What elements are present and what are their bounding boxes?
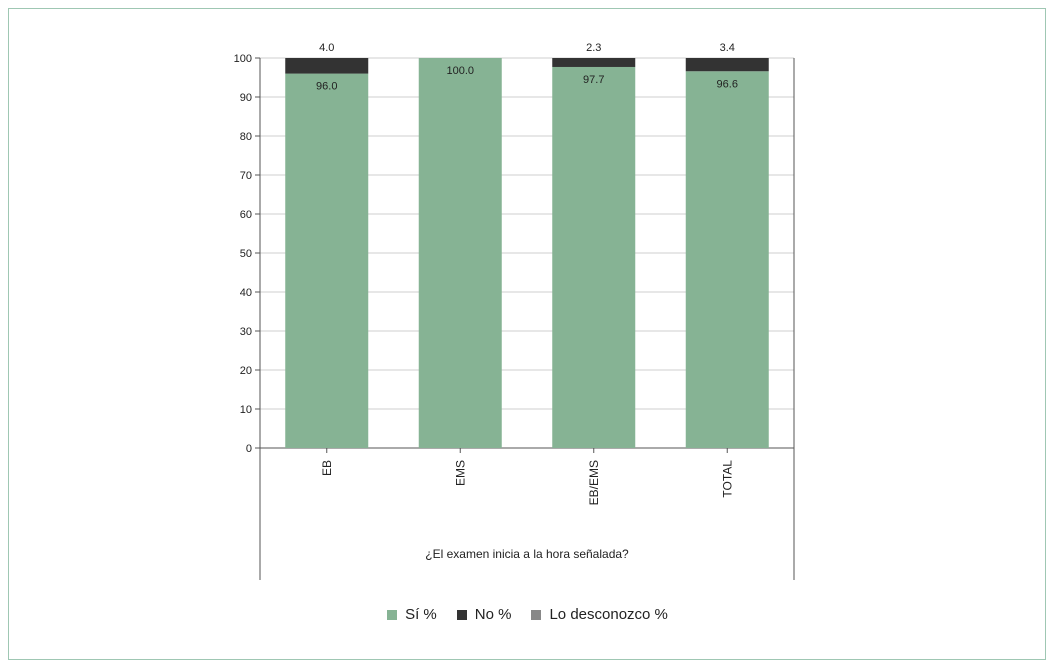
y-tick-label-4: 40 (240, 287, 252, 299)
x-axis-title: ¿El examen inicia a la hora señalada? (425, 547, 629, 561)
chart-legend: Sí % No % Lo desconozco % (0, 606, 1055, 623)
category-label-3: TOTAL (720, 460, 734, 498)
data-label-EB/EMS-No %: 2.3 (586, 42, 601, 54)
legend-label-2: Lo desconozco % (549, 606, 668, 623)
bar-EB-Sí % (285, 73, 369, 448)
data-label-EB/EMS-Sí %: 97.7 (583, 74, 604, 86)
data-label-TOTAL-Sí %: 96.6 (717, 78, 738, 90)
legend-swatch-2 (531, 609, 542, 620)
bar-EMS-Sí % (418, 58, 502, 448)
y-tick-label-6: 60 (240, 209, 252, 221)
category-label-0: EB (320, 460, 334, 476)
bar-TOTAL-No % (685, 58, 769, 72)
legend-item-1: No % (456, 606, 512, 623)
y-tick-label-10: 100 (234, 53, 252, 65)
legend-swatch-0 (387, 609, 398, 620)
legend-label-1: No % (474, 606, 512, 623)
y-tick-label-3: 30 (240, 326, 252, 338)
bar-EB/EMS-Sí % (552, 66, 636, 448)
y-tick-label-1: 10 (240, 404, 252, 416)
category-label-2: EB/EMS (587, 460, 601, 505)
y-tick-label-9: 90 (240, 92, 252, 104)
legend-swatch-1 (456, 609, 467, 620)
category-label-1: EMS (453, 460, 467, 486)
y-tick-label-2: 20 (240, 365, 252, 377)
y-tick-label-5: 50 (240, 248, 252, 260)
bar-TOTAL-Sí % (685, 71, 769, 448)
bar-EB/EMS-No % (552, 58, 636, 67)
legend-item-0: Sí % (387, 606, 437, 623)
legend-label-0: Sí % (405, 606, 437, 623)
chart-frame (8, 8, 1046, 660)
data-label-TOTAL-No %: 3.4 (720, 42, 735, 54)
y-tick-label-0: 0 (246, 443, 252, 455)
data-label-EB-Sí %: 96.0 (316, 81, 337, 93)
bar-EB-No % (285, 58, 369, 74)
y-tick-label-8: 80 (240, 131, 252, 143)
y-tick-label-7: 70 (240, 170, 252, 182)
legend-item-2: Lo desconozco % (531, 606, 668, 623)
data-label-EB-No %: 4.0 (319, 42, 334, 54)
data-label-EMS-Sí %: 100.0 (446, 65, 474, 77)
